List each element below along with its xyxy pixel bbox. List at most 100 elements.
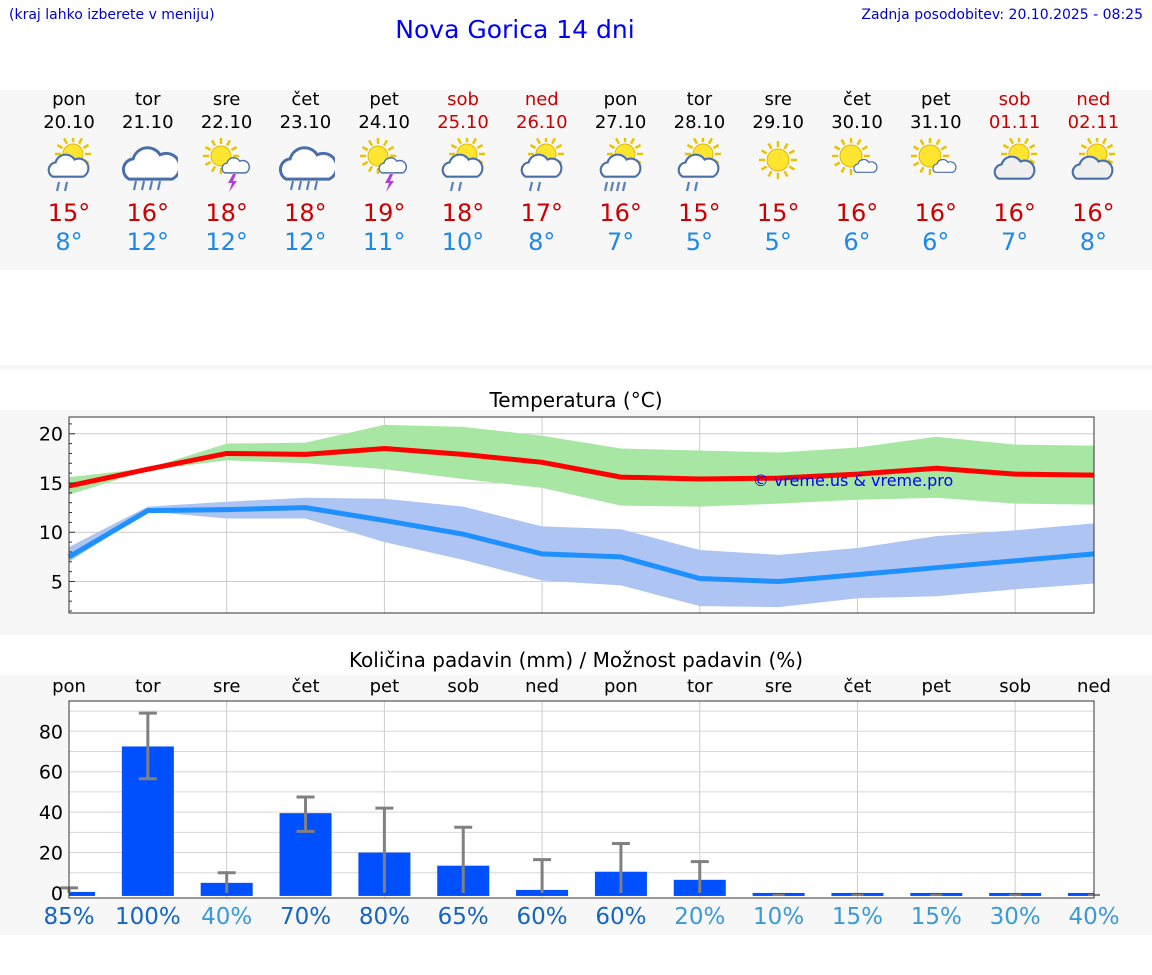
day-name: sre — [764, 89, 792, 110]
max-temperature: 16° — [1072, 199, 1115, 227]
precipitation-bar — [69, 891, 95, 896]
cloud-heavy-rain-icon — [108, 138, 187, 202]
max-temperature: 16° — [835, 199, 879, 227]
max-temperature: 18° — [284, 199, 327, 227]
day-date: 02.11 — [1067, 112, 1120, 133]
min-temperature: 6° — [922, 228, 950, 256]
precipitation-probability: 65% — [437, 904, 489, 930]
min-temperature: 12° — [205, 228, 248, 256]
min-temperature-line — [67, 505, 1095, 584]
day-name: ned — [1076, 89, 1111, 110]
max-temperature: 16° — [993, 199, 1036, 227]
last-update: Zadnja posodobitev: 20.10.2025 - 08:25 — [861, 7, 1143, 23]
min-temperature: 7° — [606, 228, 635, 256]
sun-thunderstorm-icon — [345, 138, 424, 202]
temperature-range-band — [69, 497, 1094, 608]
divider — [0, 365, 1152, 370]
y-tick-label: 0 — [51, 883, 63, 902]
day-name: pet — [369, 89, 399, 110]
day-date: 26.10 — [516, 112, 568, 133]
day-name: tor — [686, 89, 713, 110]
precipitation-probability: 10% — [753, 904, 805, 930]
day-date: 21.10 — [122, 112, 174, 133]
day-name: sob — [447, 89, 479, 110]
max-temperature-line — [68, 446, 1095, 489]
precipitation-probability: 30% — [989, 904, 1041, 930]
day-date: 23.10 — [279, 112, 332, 133]
day-name: pon — [52, 89, 86, 110]
precipitation-probability: 15% — [831, 904, 884, 930]
forecast-strip-background — [0, 90, 1152, 270]
day-name: ned — [524, 89, 559, 110]
x-category-label: čet — [292, 676, 320, 697]
precipitation-probability: 40% — [201, 904, 253, 930]
cloud-heavy-rain-icon — [266, 138, 345, 202]
y-tick-label: 20 — [39, 424, 63, 446]
page-title: Nova Gorica 14 dni — [395, 15, 635, 44]
min-temperature: 11° — [362, 228, 406, 256]
day-date: 20.10 — [43, 112, 95, 133]
y-tick-label: 15 — [39, 473, 63, 495]
sun-cloud-icon — [1054, 136, 1133, 202]
y-tick-label: 5 — [51, 571, 63, 593]
day-name: čet — [842, 89, 872, 110]
y-tick-label: 80 — [39, 721, 63, 743]
max-temperature: 17° — [520, 199, 564, 227]
temperature-range-band — [69, 424, 1094, 507]
sun-icon — [739, 138, 818, 202]
precipitation-probability: 100% — [114, 904, 181, 930]
sun-cloud-rain-icon — [660, 136, 739, 202]
x-category-label: pet — [370, 676, 400, 697]
y-tick-label: 20 — [39, 843, 63, 865]
temperature-chart: 5 10 15 20 © vreme.us & vreme.pro — [39, 416, 1095, 614]
sun-cloud-rain-icon — [424, 136, 503, 202]
min-temperature: 6° — [843, 228, 871, 256]
location-hint: (kraj lahko izberete v meniju) — [9, 7, 215, 23]
sun-small-cloud-icon — [818, 137, 897, 202]
max-temperature: 15° — [756, 199, 800, 227]
day-date: 27.10 — [594, 112, 647, 133]
min-temperature: 10° — [441, 228, 485, 256]
precipitation-probability: 20% — [674, 904, 726, 930]
day-name: pon — [603, 89, 638, 110]
precipitation-chart: 0 20 40 60 80 pon tor sre čet pet sob ned pon tor sre č… — [39, 676, 1111, 902]
x-category-label: pon — [604, 676, 638, 697]
day-name: sre — [212, 89, 241, 110]
min-temperature: 12° — [284, 228, 327, 256]
plot-frame — [68, 416, 1095, 614]
precipitation-probability: 40% — [1068, 904, 1120, 930]
max-temperature: 16° — [914, 199, 958, 227]
day-date: 31.10 — [910, 112, 962, 133]
min-temperature: 8° — [55, 228, 83, 256]
sun-small-cloud-icon — [896, 137, 975, 202]
x-category-label: pet — [922, 676, 952, 697]
sun-cloud-heavy-rain-icon — [581, 136, 660, 202]
sun-cloud-rain-icon — [502, 136, 581, 202]
min-temperature: 7° — [1000, 228, 1029, 256]
precipitation-probability: 15% — [910, 904, 962, 930]
day-name: tor — [135, 89, 161, 110]
day-date: 25.10 — [437, 112, 489, 133]
max-temperature: 18° — [441, 199, 485, 227]
y-tick-label: 40 — [39, 802, 63, 824]
x-category-label: sob — [447, 676, 479, 697]
precipitation-probability: 60% — [516, 904, 568, 930]
x-category-label: pon — [52, 676, 86, 697]
sun-cloud-icon — [975, 136, 1054, 202]
x-category-label: ned — [1077, 676, 1111, 697]
day-name: sob — [998, 89, 1031, 110]
plot-area — [69, 701, 1094, 898]
day-date: 30.10 — [831, 112, 883, 133]
x-category-label: sob — [999, 676, 1031, 697]
plot-frame — [68, 700, 1095, 899]
x-category-label: sre — [213, 676, 240, 697]
min-temperature: 12° — [126, 228, 170, 256]
day-date: 28.10 — [673, 112, 726, 133]
sun-thunderstorm-icon — [187, 138, 266, 202]
day-date: 01.11 — [988, 112, 1041, 133]
precipitation-chart-title: Količina padavin (mm) / Možnost padavin … — [348, 648, 804, 672]
temperature-chart-title: Temperatura (°C) — [489, 388, 663, 412]
day-date: 29.10 — [752, 112, 804, 133]
x-category-label: ned — [525, 676, 559, 697]
min-temperature: 8° — [1079, 228, 1108, 256]
